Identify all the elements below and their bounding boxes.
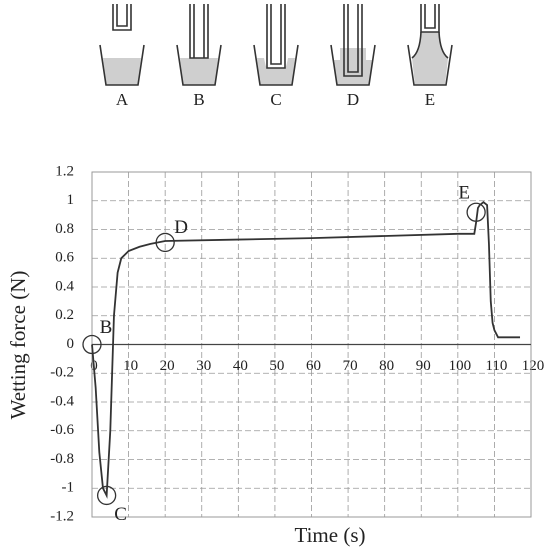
schematic-label: E <box>425 90 435 109</box>
schematic-label: C <box>270 90 281 109</box>
y-tick-label: -0.4 <box>50 393 74 409</box>
y-tick-label: 0.8 <box>55 221 74 237</box>
y-tick-label: 0.4 <box>55 278 74 294</box>
annotation-circle <box>82 334 102 355</box>
y-tick-label: -0.8 <box>50 451 74 467</box>
schematic-label: D <box>347 90 359 109</box>
x-tick-label: 20 <box>160 358 175 374</box>
y-tick-label: -0.2 <box>50 365 74 381</box>
y-tick-label: 0.2 <box>55 307 74 323</box>
x-tick-label: 40 <box>233 358 248 374</box>
y-tick-label: 1.2 <box>55 163 74 179</box>
annotation-circle <box>155 232 175 253</box>
annotation-label: E <box>458 183 470 204</box>
x-tick-label: 60 <box>306 358 321 374</box>
x-axis-label: Time (s) <box>295 523 366 547</box>
x-tick-label: 110 <box>485 358 507 374</box>
x-tick-label: 80 <box>379 358 394 374</box>
schematic-b <box>176 4 222 86</box>
annotation-circle <box>96 485 117 506</box>
annotation-circle <box>466 202 486 222</box>
schematic-c <box>253 4 299 86</box>
y-tick-label: 0.6 <box>55 250 74 266</box>
y-tick-label: -1.2 <box>50 508 74 524</box>
x-tick-label: 10 <box>123 358 138 374</box>
x-tick-label: 120 <box>522 358 545 374</box>
y-tick-label: -1 <box>62 480 75 496</box>
x-tick-label: 30 <box>196 358 211 374</box>
x-tick-label: 50 <box>269 358 284 374</box>
x-tick-label: 70 <box>343 358 358 374</box>
schematic-d <box>330 4 376 86</box>
x-tick-label: 90 <box>416 358 431 374</box>
schematic-a <box>99 4 145 86</box>
x-tick-label: 100 <box>449 358 472 374</box>
data-line <box>91 201 521 499</box>
y-tick-label: 1 <box>67 192 75 208</box>
annotation-label: B <box>100 317 113 338</box>
y-axis-label: Wetting force (N) <box>6 271 30 420</box>
schematic-label: B <box>193 90 204 109</box>
schematic-label: A <box>116 90 129 109</box>
annotation-label: C <box>114 504 127 525</box>
y-tick-label: 0 <box>67 336 75 352</box>
y-tick-label: -0.6 <box>50 422 74 438</box>
schematic-e <box>407 4 453 86</box>
annotation-label: D <box>174 217 188 238</box>
